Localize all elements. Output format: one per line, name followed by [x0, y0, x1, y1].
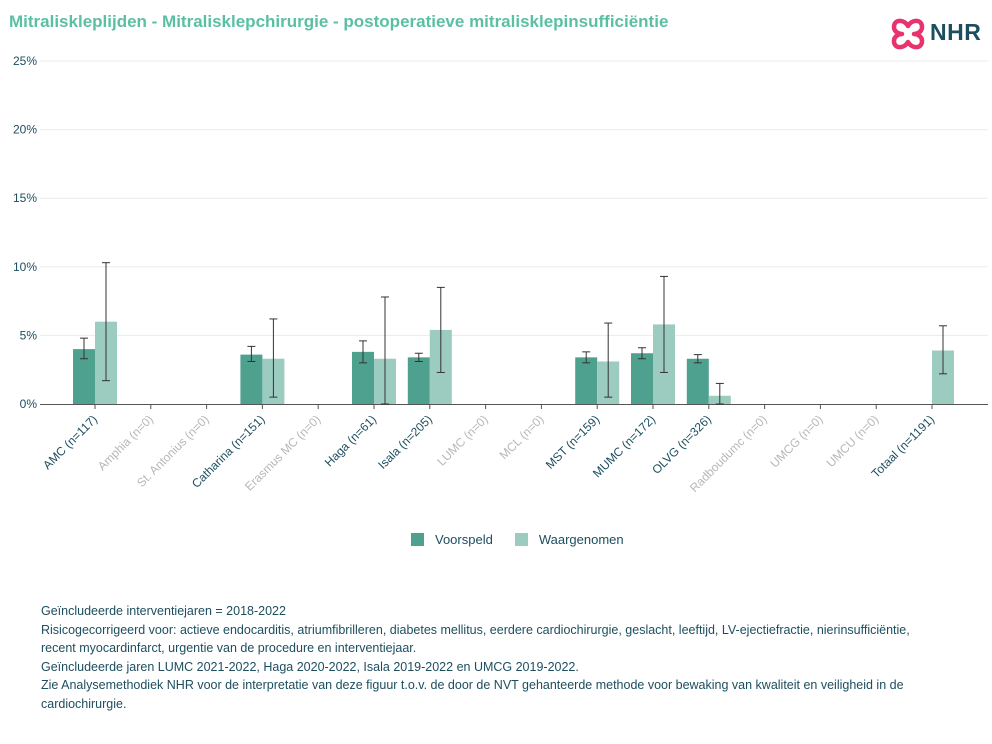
x-tick-label: LUMC (n=0)	[434, 412, 490, 468]
x-tick-label: UMCG (n=0)	[767, 412, 825, 470]
bar-voorspeld	[407, 357, 430, 404]
bar-voorspeld	[575, 357, 598, 404]
y-tick-label: 20%	[13, 123, 37, 137]
bar-voorspeld	[73, 349, 95, 404]
x-tick-label: MCL (n=0)	[497, 412, 547, 462]
bar-voorspeld	[631, 353, 653, 404]
y-tick-label: 10%	[13, 260, 37, 274]
legend-label-voorspeld: Voorspeld	[435, 532, 493, 547]
nhr-logo[interactable]: NHR	[890, 16, 982, 56]
page-title: Mitraliskleplijden - Mitralisklepchirurg…	[9, 12, 669, 31]
bar-waargenomen	[932, 350, 954, 404]
x-tick-label: Amphia (n=0)	[95, 412, 156, 473]
footnote-methodology: Zie Analysemethodiek NHR voor de interpr…	[41, 678, 904, 711]
x-tick-label: Isala (n=205)	[375, 412, 435, 472]
y-tick-label: 0%	[20, 397, 38, 411]
footnotes: Geïncludeerde interventiejaren = 2018-20…	[41, 602, 941, 714]
legend-swatch-voorspeld	[411, 533, 424, 546]
footnote-risk-adjustment: Risicogecorrigeerd voor: actieve endocar…	[41, 622, 910, 656]
x-tick-label: MST (n=159)	[543, 412, 603, 472]
x-tick-label: Haga (n=61)	[322, 412, 379, 469]
legend-label-waargenomen: Waargenomen	[538, 532, 624, 547]
bar-voorspeld	[686, 358, 709, 404]
bar-chart: 0%5%10%15%20%25%AMC (n=117)Amphia (n=0)S…	[13, 54, 988, 495]
x-tick-label: UMCU (n=0)	[824, 412, 882, 470]
footnote-years: Geïncludeerde interventiejaren = 2018-20…	[41, 604, 286, 618]
footnote-included-years: Geïncludeerde jaren LUMC 2021-2022, Haga…	[41, 659, 579, 674]
bar-voorspeld	[352, 351, 374, 404]
x-tick-label: AMC (n=117)	[40, 412, 100, 472]
legend-swatch-waargenomen	[514, 533, 528, 546]
legend-item-voorspeld[interactable]: Voorspeld	[411, 532, 493, 547]
y-tick-label: 15%	[13, 191, 37, 205]
y-tick-label: 5%	[20, 328, 38, 342]
legend-item-waargenomen[interactable]: Waargenomen	[514, 532, 624, 547]
bar-voorspeld	[240, 354, 263, 404]
chart-legend: Voorspeld Waargenomen	[411, 532, 646, 547]
logo-text: NHR	[930, 19, 982, 45]
nhr-heart-logo-icon	[891, 18, 925, 50]
y-tick-label: 25%	[13, 54, 37, 68]
